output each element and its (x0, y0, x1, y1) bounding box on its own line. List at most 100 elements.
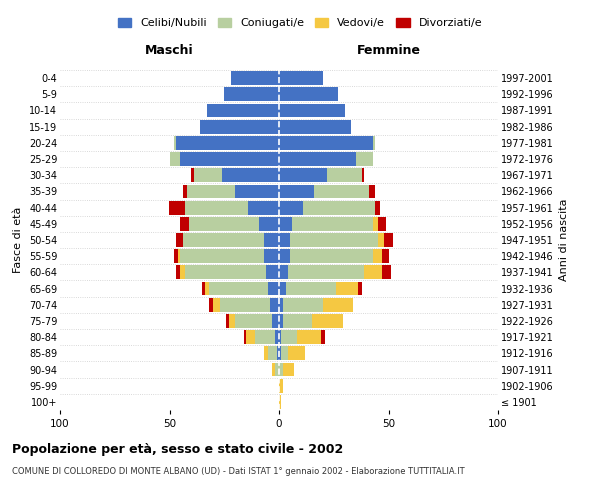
Bar (279, 330, 281, 344)
Bar (283, 362, 295, 376)
Bar (205, 282, 209, 296)
Bar (259, 217, 279, 230)
Bar (191, 168, 194, 182)
Bar (231, 71, 279, 85)
Bar (296, 330, 320, 344)
Bar (268, 346, 277, 360)
Bar (263, 346, 268, 360)
Bar (246, 330, 255, 344)
Bar (224, 88, 279, 101)
Bar (290, 250, 373, 263)
Bar (214, 298, 220, 312)
Bar (382, 250, 389, 263)
Bar (279, 346, 281, 360)
Bar (263, 250, 279, 263)
Bar (222, 168, 279, 182)
Bar (288, 346, 305, 360)
Bar (279, 71, 323, 85)
Bar (181, 250, 263, 263)
Bar (279, 233, 290, 247)
Bar (268, 282, 279, 296)
Bar (288, 266, 364, 280)
Bar (279, 282, 286, 296)
Bar (279, 250, 290, 263)
Bar (169, 200, 185, 214)
Bar (279, 217, 292, 230)
Bar (369, 184, 376, 198)
Bar (176, 233, 182, 247)
Bar (248, 200, 279, 214)
Bar (270, 298, 279, 312)
Bar (281, 330, 296, 344)
Bar (279, 200, 303, 214)
Text: Maschi: Maschi (145, 44, 194, 57)
Bar (376, 200, 380, 214)
Bar (275, 362, 279, 376)
Bar (279, 88, 338, 101)
Bar (279, 298, 283, 312)
Bar (209, 298, 214, 312)
Bar (364, 266, 382, 280)
Bar (174, 136, 176, 149)
Bar (323, 298, 353, 312)
Bar (200, 120, 279, 134)
Bar (279, 379, 283, 392)
Bar (187, 184, 235, 198)
Bar (377, 233, 384, 247)
Bar (279, 168, 327, 182)
Bar (209, 282, 268, 296)
Bar (279, 104, 345, 118)
Bar (277, 346, 279, 360)
Bar (377, 217, 386, 230)
Legend: Celibi/Nubili, Coniugati/e, Vedovi/e, Divorziati/e: Celibi/Nubili, Coniugati/e, Vedovi/e, Di… (113, 13, 487, 32)
Bar (283, 314, 312, 328)
Bar (373, 136, 376, 149)
Bar (286, 282, 336, 296)
Bar (272, 362, 275, 376)
Bar (174, 250, 178, 263)
Bar (181, 152, 279, 166)
Y-axis label: Fasce di età: Fasce di età (13, 207, 23, 273)
Bar (235, 314, 272, 328)
Bar (220, 298, 270, 312)
Bar (244, 330, 246, 344)
Y-axis label: Anni di nascita: Anni di nascita (559, 198, 569, 281)
Bar (373, 217, 377, 230)
Bar (327, 168, 362, 182)
Text: Femmine: Femmine (356, 44, 421, 57)
Bar (279, 266, 288, 280)
Bar (182, 184, 187, 198)
Bar (279, 362, 283, 376)
Bar (356, 152, 373, 166)
Bar (279, 136, 373, 149)
Bar (279, 120, 351, 134)
Bar (292, 217, 373, 230)
Bar (279, 395, 281, 409)
Bar (266, 266, 279, 280)
Bar (255, 330, 275, 344)
Bar (176, 266, 181, 280)
Bar (384, 233, 393, 247)
Bar (176, 136, 279, 149)
Bar (263, 233, 279, 247)
Bar (336, 282, 358, 296)
Bar (194, 168, 222, 182)
Bar (182, 233, 263, 247)
Bar (170, 152, 181, 166)
Bar (235, 184, 279, 198)
Text: COMUNE DI COLLOREDO DI MONTE ALBANO (UD) - Dati ISTAT 1° gennaio 2002 - Elaboraz: COMUNE DI COLLOREDO DI MONTE ALBANO (UD)… (12, 468, 464, 476)
Bar (185, 200, 248, 214)
Bar (382, 266, 391, 280)
Bar (362, 168, 364, 182)
Bar (358, 282, 362, 296)
Bar (275, 330, 279, 344)
Bar (312, 314, 343, 328)
Bar (279, 314, 283, 328)
Bar (279, 152, 356, 166)
Bar (178, 250, 181, 263)
Bar (303, 200, 376, 214)
Bar (181, 217, 189, 230)
Bar (279, 184, 314, 198)
Bar (320, 330, 325, 344)
Bar (283, 298, 323, 312)
